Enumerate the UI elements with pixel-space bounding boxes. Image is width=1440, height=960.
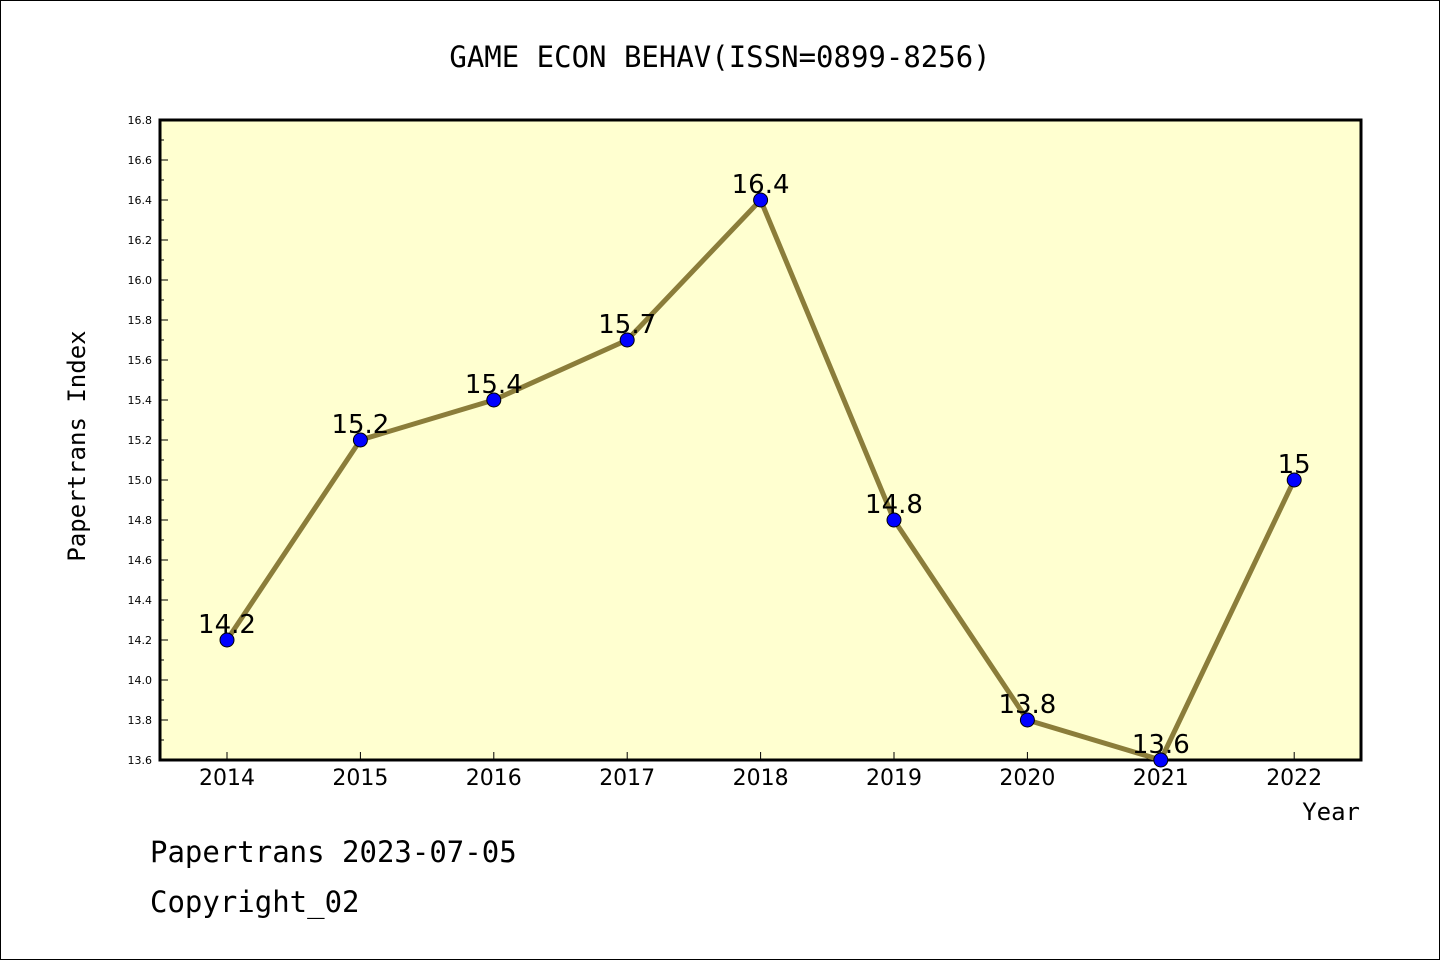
data-label: 13.8 (998, 690, 1056, 720)
x-axis: 2014 2015 2016 2017 2018 2019 2020 2021 2022 (199, 752, 1322, 791)
data-label: 15 (1278, 450, 1311, 480)
data-label: 14.8 (865, 490, 923, 520)
x-tick-label: 2022 (1266, 766, 1322, 791)
data-label: 13.6 (1132, 730, 1190, 760)
x-axis-label: Year (1302, 798, 1360, 826)
y-axis-label: Papertrans Index (63, 330, 91, 561)
y-tick-label: 15.0 (128, 474, 153, 487)
y-tick-label: 15.2 (128, 434, 153, 447)
y-tick-label: 14.4 (128, 594, 153, 607)
x-tick-label: 2018 (733, 766, 789, 791)
y-tick-label: 14.6 (128, 554, 153, 567)
y-tick-label: 16.8 (128, 114, 153, 127)
chart-title: GAME ECON BEHAV(ISSN=0899-8256) (449, 40, 990, 74)
data-point (486, 392, 502, 408)
data-point (753, 192, 769, 208)
y-tick-label: 16.6 (128, 154, 153, 167)
x-tick-label: 2019 (866, 766, 922, 791)
x-tick-label: 2021 (1133, 766, 1189, 791)
y-tick-label: 15.4 (128, 394, 153, 407)
y-tick-label: 16.0 (128, 274, 153, 287)
y-tick-label: 13.8 (128, 714, 153, 727)
data-label: 15.2 (331, 410, 389, 440)
y-axis: 13.6 13.8 14.0 14.2 14.4 14.6 14.8 15.0 15.2 15.4… (128, 114, 168, 767)
data-point (1019, 712, 1035, 728)
y-tick-label: 15.6 (128, 354, 153, 367)
y-tick-label: 16.2 (128, 234, 153, 247)
x-tick-label: 2015 (332, 766, 388, 791)
footer-date: Papertrans 2023-07-05 (150, 835, 517, 869)
data-point (1153, 752, 1169, 768)
data-label: 14.2 (198, 610, 256, 640)
y-tick-label: 14.2 (128, 634, 153, 647)
x-tick-label: 2017 (599, 766, 655, 791)
x-tick-label: 2014 (199, 766, 255, 791)
plot-area (158, 118, 1363, 762)
data-point (886, 512, 902, 528)
y-tick-label: 13.6 (128, 754, 153, 767)
data-label: 15.4 (465, 370, 523, 400)
data-point (219, 632, 235, 648)
x-tick-label: 2016 (466, 766, 522, 791)
data-label: 16.4 (732, 170, 790, 200)
y-tick-label: 14.0 (128, 674, 153, 687)
x-tick-label: 2020 (999, 766, 1055, 791)
data-point (352, 432, 368, 448)
data-label: 15.7 (598, 310, 656, 340)
y-tick-label: 14.8 (128, 514, 153, 527)
y-tick-label: 16.4 (128, 194, 153, 207)
y-tick-label: 15.8 (128, 314, 153, 327)
footer-copyright: Copyright_02 (150, 885, 360, 919)
data-point (619, 332, 635, 348)
series-line-group: 14.2 15.2 15.4 15.7 16.4 14.8 13.8 13.6 15 (198, 170, 1311, 768)
data-point (1286, 472, 1302, 488)
